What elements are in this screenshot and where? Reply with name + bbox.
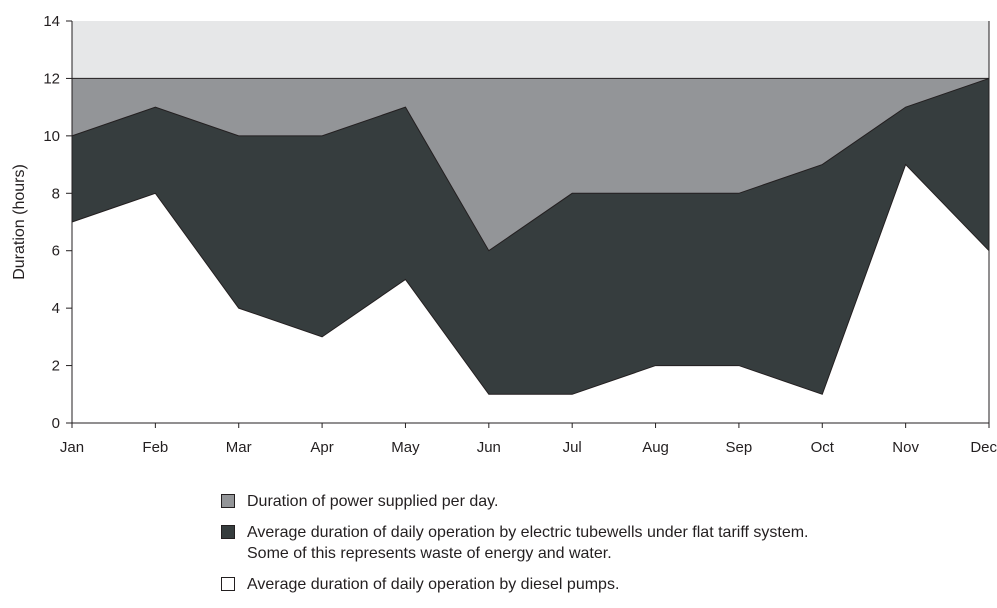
area-series-3 — [72, 164, 989, 424]
y-tick-label-14: 14 — [43, 13, 60, 30]
y-tick-label-6: 6 — [52, 243, 60, 260]
x-tick-label-apr: Apr — [310, 439, 333, 456]
x-tick-label-may: May — [391, 439, 420, 456]
x-tick-label-aug: Aug — [642, 439, 669, 456]
legend-label-electric-tubewells: Average duration of daily operation by e… — [247, 524, 809, 541]
line-series-3 — [71, 163, 990, 395]
y-tick-label-2: 2 — [52, 358, 60, 375]
x-tick-label-jun: Jun — [477, 439, 501, 456]
legend-item-electric-tubewells: Average duration of daily operation by e… — [221, 522, 981, 564]
area-chart: 0 2 4 6 8 10 12 14 Jan Feb Mar Apr May Jun Jul Aug Sep Oc… — [11, 13, 997, 456]
legend-swatch-power-supplied — [221, 494, 235, 508]
y-tick-label-0: 0 — [52, 415, 60, 432]
legend-label-power-supplied: Duration of power supplied per day. — [247, 493, 499, 510]
y-tick-label-4: 4 — [52, 300, 60, 317]
legend-label-diesel-pumps: Average duration of daily operation by d… — [247, 576, 620, 593]
legend-item-power-supplied: Duration of power supplied per day. — [221, 491, 981, 512]
y-tick-label-12: 12 — [43, 70, 60, 87]
y-tick-label-10: 10 — [43, 128, 60, 145]
legend: Duration of power supplied per day. Aver… — [221, 491, 981, 605]
x-tick-label-sep: Sep — [726, 439, 753, 456]
legend-swatch-electric-tubewells — [221, 525, 235, 539]
x-tick-label-mar: Mar — [226, 439, 252, 456]
line-series-2 — [71, 77, 990, 252]
x-tick-label-nov: Nov — [892, 439, 919, 456]
y-axis-title: Duration (hours) — [11, 164, 28, 280]
y-tick-label-8: 8 — [52, 185, 60, 202]
x-tick-label-jul: Jul — [563, 439, 582, 456]
x-tick-label-oct: Oct — [811, 439, 835, 456]
x-tick-label-feb: Feb — [142, 439, 168, 456]
background-band — [72, 21, 989, 79]
x-tick-label-dec: Dec — [970, 439, 997, 456]
legend-item-diesel-pumps: Average duration of daily operation by d… — [221, 574, 981, 595]
legend-label-electric-tubewells-line2: Some of this represents waste of energy … — [247, 545, 612, 562]
x-tick-label-jan: Jan — [60, 439, 84, 456]
legend-swatch-diesel-pumps — [221, 577, 235, 591]
